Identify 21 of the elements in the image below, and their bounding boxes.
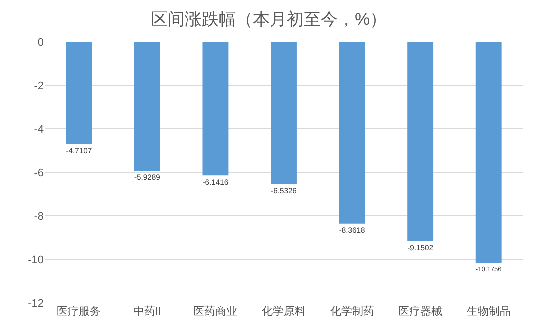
y-tick-label: -8 <box>34 210 44 223</box>
x-tick-label: 生物制品 <box>466 305 511 318</box>
y-tick-label: -4 <box>34 124 44 136</box>
x-tick-label: 医疗器械 <box>398 305 443 318</box>
data-label: -8.3618 <box>339 226 366 236</box>
x-tick-label: 化学原料 <box>262 305 306 318</box>
data-label: -6.1416 <box>202 178 229 187</box>
data-label: -9.1502 <box>408 243 434 252</box>
data-label: -5.9289 <box>134 173 160 182</box>
data-label: -4.7107 <box>66 146 92 156</box>
y-tick-label: -6 <box>34 167 44 180</box>
x-tick-label: 医药商业 <box>194 305 238 318</box>
y-tick-label: 0 <box>38 36 44 49</box>
y-tick-label: -12 <box>28 298 44 310</box>
y-tick-label: -10 <box>28 254 44 266</box>
x-tick-label: 中药II <box>133 305 162 318</box>
data-label: -6.5326 <box>271 186 297 196</box>
y-tick-label: -2 <box>34 80 44 92</box>
x-tick-label: 医疗服务 <box>57 305 102 318</box>
x-tick-label: 化学制药 <box>330 305 374 318</box>
chart-title: 区间涨跌幅（本月初至今，%） <box>150 10 388 30</box>
